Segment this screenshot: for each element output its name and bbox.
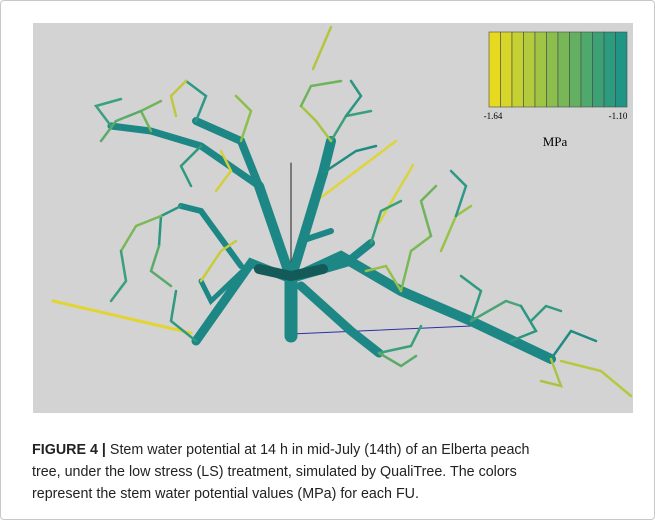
color-bar-min: -1.64 <box>484 111 503 121</box>
caption-text: Stem water potential at 14 h in mid-July… <box>109 442 530 458</box>
caption: FIGURE 4 | Stem water potential at 14 h … <box>32 439 530 505</box>
caption-line: FIGURE 4 | Stem water potential at 14 h … <box>32 439 530 461</box>
color-bar-max: -1.10 <box>609 111 628 121</box>
caption-label: FIGURE 4 | <box>32 442 106 458</box>
twigs <box>93 79 633 398</box>
shoots <box>51 25 472 335</box>
caption-line: represent the stem water potential value… <box>32 486 419 502</box>
tree-rendering: -1.64 -1.10 MPa <box>33 23 633 413</box>
color-bar <box>488 31 628 108</box>
color-bar-unit: MPa <box>543 134 568 149</box>
caption-line: tree, under the low stress (LS) treatmen… <box>32 464 517 480</box>
